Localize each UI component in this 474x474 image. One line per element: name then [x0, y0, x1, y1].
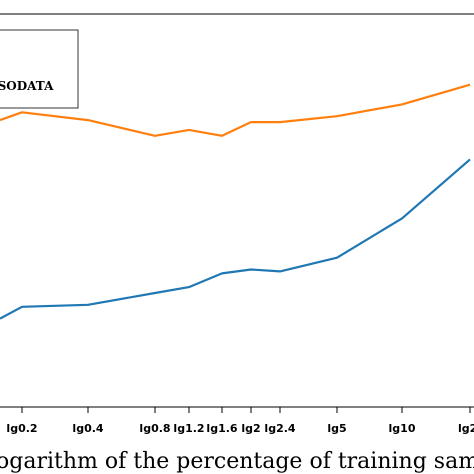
x-tick-label: lg0.8: [139, 422, 170, 435]
x-tick-label: lg5: [327, 422, 346, 435]
legend-box: [0, 29, 79, 109]
series-layer: [0, 83, 471, 320]
x-tick-label: lg2: [458, 422, 474, 435]
series-line-1: [0, 158, 471, 320]
x-tick-label: lg2: [241, 422, 260, 435]
x-tick-label: lg0.2: [6, 422, 37, 435]
plot-frame: [0, 13, 474, 408]
x-tick-layer: lg0.2 lg0.4 lg0.8 lg1.2 lg1.6 lg2 lg2.4 lg5 lg10…: [6, 407, 474, 435]
x-tick-label: lg0.4: [72, 422, 103, 435]
legend: ISODATA: [0, 29, 79, 109]
legend-entry-label: ISODATA: [0, 79, 54, 93]
x-tick-label: lg1.6: [206, 422, 237, 435]
x-tick-label: lg10: [389, 422, 416, 435]
x-axis-label: ogarithm of the percentage of training s…: [0, 449, 474, 474]
x-tick-label: lg2.4: [264, 422, 295, 435]
x-tick-label: lg1.2: [173, 422, 204, 435]
